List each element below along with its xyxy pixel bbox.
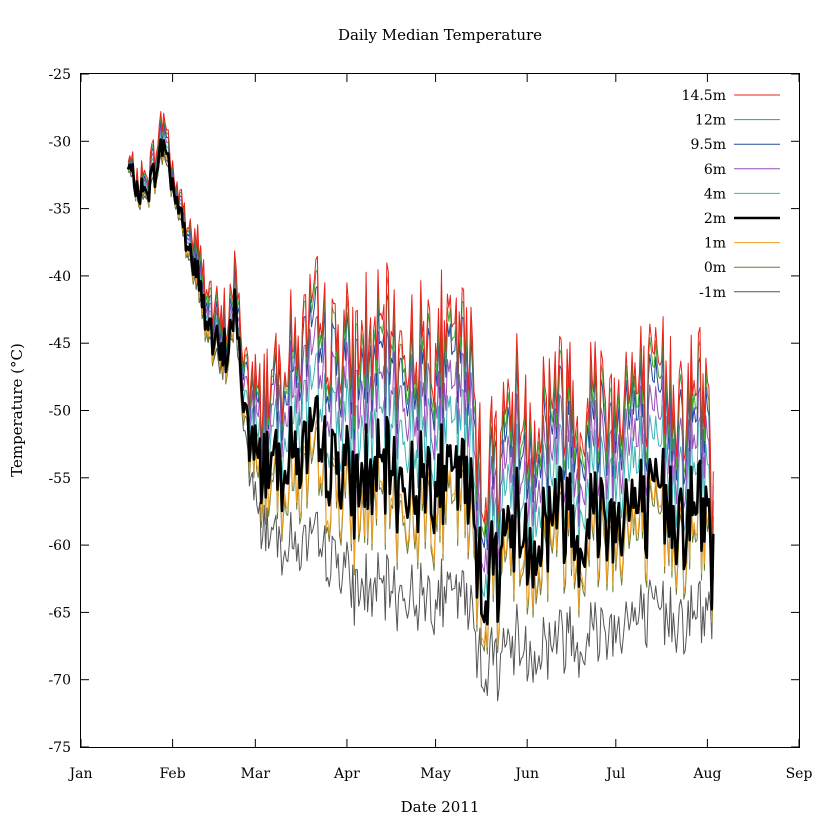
x-tick-label: Aug [692, 766, 721, 782]
legend-label: 4m [704, 186, 726, 202]
x-tick-label: Jan [68, 766, 93, 782]
series-group [127, 111, 715, 702]
y-tick-label: -45 [48, 336, 71, 352]
x-tick-label: Apr [333, 766, 360, 782]
y-tick-label: -60 [48, 538, 71, 554]
legend-label: 2m [704, 211, 726, 227]
y-tick-label: -50 [48, 404, 71, 420]
x-tick-label: May [420, 766, 451, 782]
legend-label: 6m [704, 162, 726, 178]
legend-label: -1m [699, 285, 726, 301]
x-tick-label: Feb [159, 766, 185, 782]
legend-label: 1m [704, 236, 726, 252]
y-tick-label: -35 [48, 202, 71, 218]
x-axis-label: Date 2011 [401, 798, 480, 816]
series-line-2m [127, 138, 715, 626]
legend: 14.5m 12m 9.5m 6m 4m 2m 1m 0m -1m [682, 88, 780, 301]
x-tick-label: Jul [604, 766, 626, 782]
x-tick-label: Mar [241, 766, 271, 782]
x-tick-label: Sep [786, 766, 813, 782]
plot-frame [80, 73, 800, 748]
legend-label: 14.5m [682, 88, 726, 104]
y-tick-label: -75 [48, 740, 71, 756]
y-tick-label: -25 [48, 67, 71, 83]
x-tick-label: Jun [513, 766, 539, 782]
y-axis-label: Temperature (°C) [8, 343, 26, 477]
y-tick-label: -30 [48, 134, 71, 150]
legend-label: 12m [695, 113, 726, 129]
y-tick-label: -40 [48, 269, 71, 285]
y-tick-label: -55 [48, 471, 71, 487]
y-tick-label: -65 [48, 605, 71, 621]
chart-title: Daily Median Temperature [338, 26, 542, 44]
axis-ticks: -25 -30 -35 -40 -45 -50 -55 -60 -65 -70 -75 Jan Feb M… [48, 67, 812, 782]
legend-label: 0m [704, 260, 726, 276]
legend-label: 9.5m [690, 137, 726, 153]
y-tick-label: -70 [48, 673, 71, 689]
